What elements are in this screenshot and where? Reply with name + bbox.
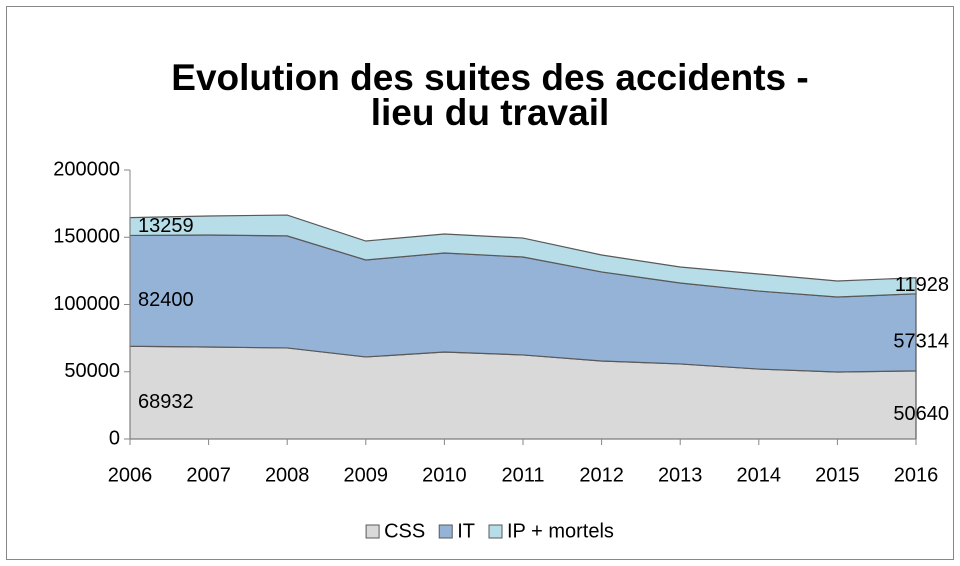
- x-tick-label: 2007: [186, 464, 231, 486]
- x-tick-label: 2016: [894, 464, 939, 486]
- legend-swatch: [365, 524, 380, 539]
- data-label: 50640: [893, 403, 949, 425]
- x-tick-label: 2014: [737, 464, 782, 486]
- data-label: 13259: [138, 215, 194, 237]
- y-tick-label: 50000: [64, 360, 120, 382]
- y-tick-label: 150000: [53, 226, 120, 248]
- y-tick-label: 100000: [53, 293, 120, 315]
- legend-swatch: [488, 524, 503, 539]
- data-label: 11928: [895, 274, 949, 296]
- legend-label: CSS: [384, 520, 425, 542]
- x-tick-label: 2015: [815, 464, 860, 486]
- legend-label: IP + mortels: [507, 520, 614, 542]
- x-tick-label: 2013: [658, 464, 703, 486]
- data-label: 82400: [138, 289, 194, 311]
- chart-title: lieu du travail: [371, 92, 610, 133]
- data-label: 57314: [893, 331, 949, 353]
- x-tick-label: 2009: [344, 464, 389, 486]
- legend-label: IT: [457, 520, 475, 542]
- chart-title: Evolution des suites des accidents -: [171, 57, 808, 98]
- x-tick-label: 2008: [265, 464, 310, 486]
- y-tick-label: 0: [109, 427, 120, 449]
- x-tick-label: 2012: [579, 464, 624, 486]
- y-tick-label: 200000: [53, 158, 120, 180]
- x-tick-label: 2010: [422, 464, 467, 486]
- area: [129, 214, 917, 298]
- legend-swatch: [438, 524, 453, 539]
- x-tick-label: 2011: [501, 464, 544, 486]
- data-label: 68932: [138, 391, 194, 413]
- x-tick-label: 2006: [108, 464, 153, 486]
